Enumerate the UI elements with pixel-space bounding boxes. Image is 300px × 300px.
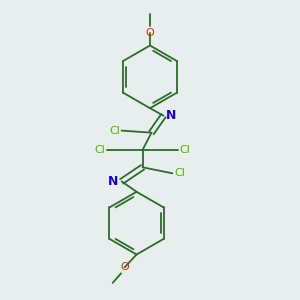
Text: Cl: Cl	[174, 168, 185, 178]
Text: N: N	[108, 175, 118, 188]
Text: Cl: Cl	[109, 126, 120, 136]
Text: Cl: Cl	[94, 145, 105, 155]
Text: O: O	[146, 28, 154, 38]
Text: Cl: Cl	[180, 145, 191, 155]
Text: N: N	[166, 109, 176, 122]
Text: O: O	[120, 262, 129, 272]
